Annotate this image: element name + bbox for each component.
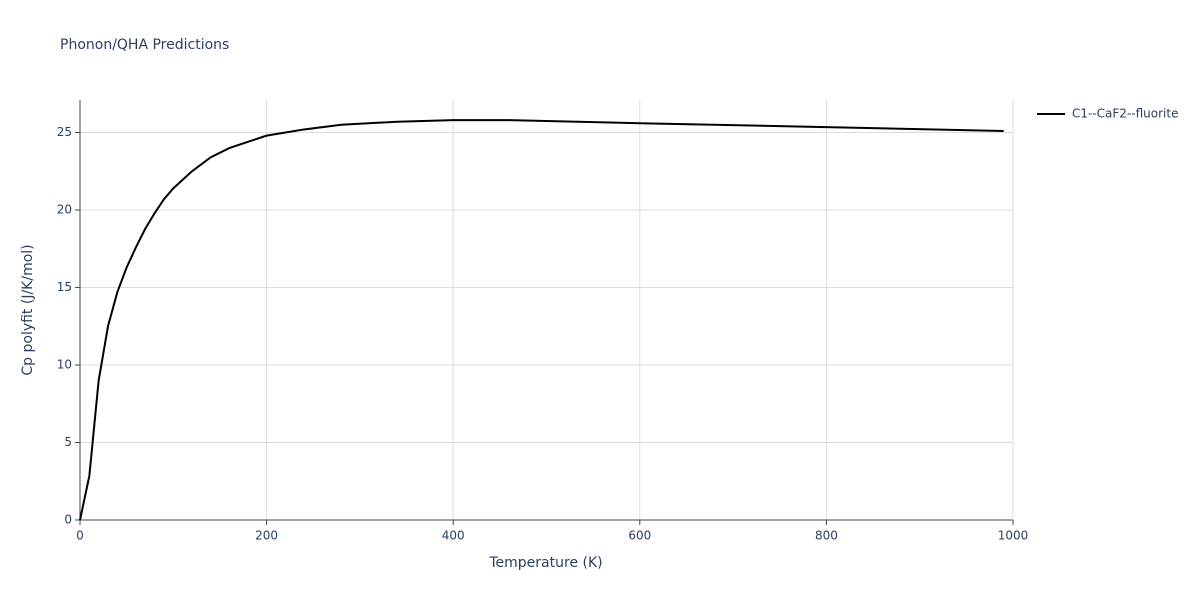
y-tick-label: 25 (57, 125, 72, 139)
x-tick-label: 800 (815, 529, 838, 543)
y-tick-label: 20 (57, 203, 72, 217)
y-axis-title: Cp polyfit (J/K/mol) (20, 244, 36, 375)
y-tick-label: 10 (57, 358, 72, 372)
x-tick-label: 400 (442, 529, 465, 543)
legend-label: C1--CaF2--fluorite (1072, 107, 1178, 121)
x-tick-label: 200 (255, 529, 278, 543)
y-tick-label: 15 (57, 280, 72, 294)
x-tick-label: 600 (628, 529, 651, 543)
y-tick-label: 0 (64, 513, 72, 527)
x-axis-title: Temperature (K) (488, 555, 602, 571)
x-tick-label: 0 (76, 529, 84, 543)
chart-title: Phonon/QHA Predictions (60, 37, 229, 53)
x-tick-label: 1000 (998, 529, 1029, 543)
y-tick-label: 5 (64, 435, 72, 449)
data-line (79, 119, 1004, 521)
